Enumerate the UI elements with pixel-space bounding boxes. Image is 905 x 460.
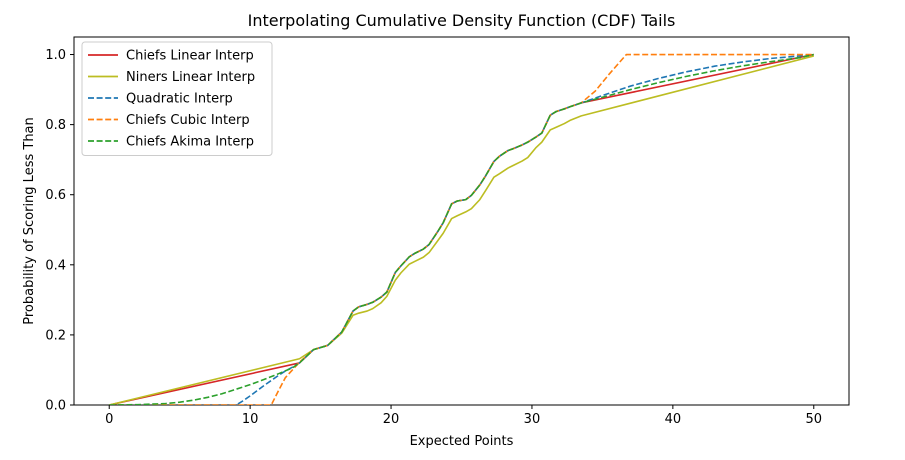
- plot-area: [73, 36, 850, 406]
- x-tick-label: 20: [383, 412, 400, 427]
- legend-label-chiefs-linear-interp: Chiefs Linear Interp: [126, 49, 254, 64]
- x-tick-label: 40: [665, 412, 682, 427]
- y-axis-label: Probability of Scoring Less Than: [22, 117, 37, 325]
- plot-frame: [73, 36, 850, 406]
- y-axis: 0.0 0.2 0.4 0.6 0.8 1.0: [45, 48, 74, 414]
- series-line-niners-linear-interp: [109, 55, 814, 405]
- series-line-chiefs-akima-interp: [109, 53, 814, 405]
- x-axis: 0 10 20 30 40 50: [105, 405, 822, 427]
- y-tick-label: 1.0: [45, 48, 66, 63]
- x-tick-label: 0: [105, 412, 113, 427]
- x-tick-label: 10: [242, 412, 259, 427]
- x-tick-label: 30: [524, 412, 541, 427]
- y-tick-label: 0.2: [45, 328, 66, 343]
- chart-title: Interpolating Cumulative Density Functio…: [248, 11, 676, 30]
- legend-box: [81, 41, 273, 156]
- series-layer: [109, 53, 814, 405]
- legend: Chiefs Linear Interp Niners Linear Interp…: [81, 41, 273, 156]
- legend-label-chiefs-akima-interp: Chiefs Akima Interp: [126, 135, 254, 150]
- y-tick-label: 0.4: [45, 258, 66, 273]
- legend-label-chiefs-cubic-interp: Chiefs Cubic Interp: [126, 113, 250, 128]
- legend-label-quadratic-interp: Quadratic Interp: [126, 92, 233, 107]
- y-tick-label: 0.6: [45, 188, 66, 203]
- y-tick-label: 0.8: [45, 118, 66, 133]
- y-tick-label: 0.0: [45, 399, 66, 414]
- x-axis-label: Expected Points: [410, 434, 514, 449]
- x-tick-label: 50: [805, 412, 822, 427]
- legend-label-niners-linear-interp: Niners Linear Interp: [126, 70, 255, 85]
